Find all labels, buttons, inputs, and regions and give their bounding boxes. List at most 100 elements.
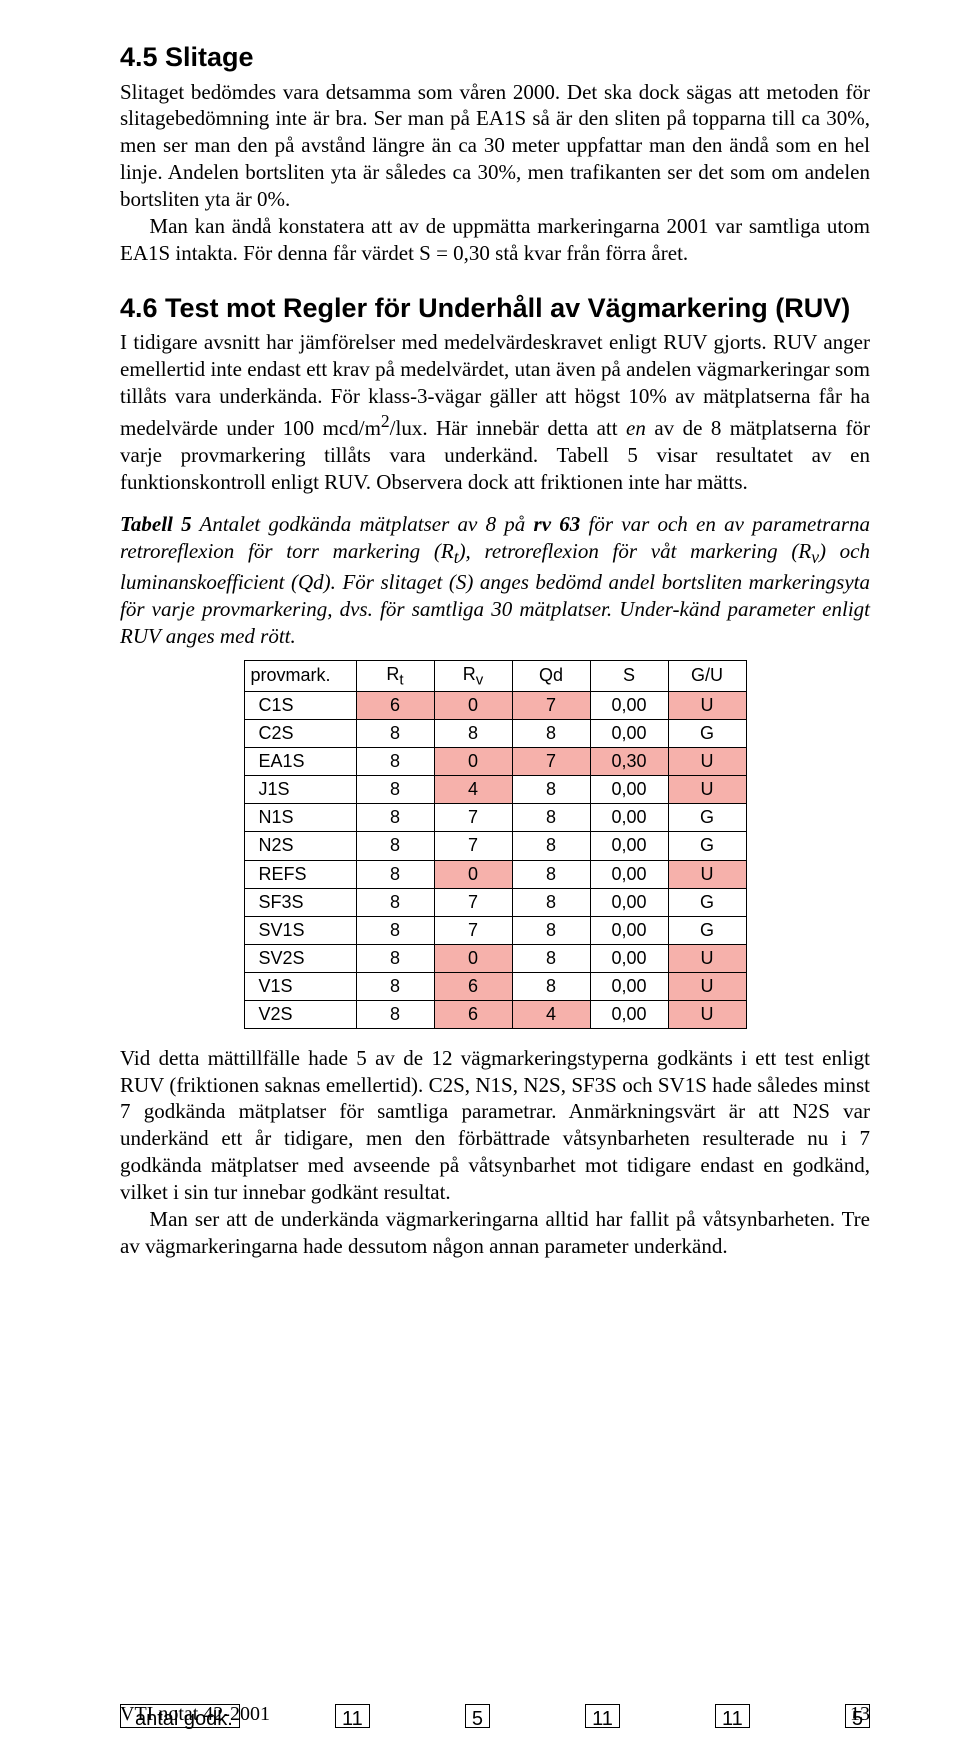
table5-caption-s3: ), retroreflexion för våt markering (R xyxy=(459,539,812,563)
table5-cell: EA1S xyxy=(244,748,356,776)
table5-header-cell: Qd xyxy=(512,660,590,692)
table5-cell: 8 xyxy=(512,972,590,1000)
table5-cell: V2S xyxy=(244,1000,356,1028)
table5-cell: SV2S xyxy=(244,944,356,972)
heading-4-6: 4.6 Test mot Regler för Underhåll av Väg… xyxy=(120,291,870,326)
table5-cell: U xyxy=(668,944,746,972)
table5-cell: 0,00 xyxy=(590,720,668,748)
table-row: SV2S8080,00U xyxy=(244,944,746,972)
table5-cell: 6 xyxy=(356,692,434,720)
table5-caption-head: Tabell 5 xyxy=(120,512,192,536)
table5-cell: 8 xyxy=(434,720,512,748)
table5-cell: 0,00 xyxy=(590,944,668,972)
table5-cell: U xyxy=(668,776,746,804)
para-4-5-2: Man kan ändå konstatera att av de uppmät… xyxy=(120,213,870,267)
table5-cell: 8 xyxy=(512,776,590,804)
table5-cell: 7 xyxy=(434,916,512,944)
table5-cell: 8 xyxy=(356,860,434,888)
table-row: J1S8480,00U xyxy=(244,776,746,804)
table-row: V1S8680,00U xyxy=(244,972,746,1000)
table5-cell: 7 xyxy=(512,692,590,720)
table5-caption-rv: rv 63 xyxy=(534,512,581,536)
table5-cell: N2S xyxy=(244,832,356,860)
table5-cell: 7 xyxy=(512,748,590,776)
para-4-6-1: I tidigare avsnitt har jämförelser med m… xyxy=(120,329,870,495)
table-row: REFS8080,00U xyxy=(244,860,746,888)
para-4-5-1: Slitaget bedömdes vara detsamma som våre… xyxy=(120,79,870,213)
table5-cell: 8 xyxy=(356,1000,434,1028)
table5-cell: G xyxy=(668,720,746,748)
table5-cell: 0,00 xyxy=(590,776,668,804)
table5-cell: G xyxy=(668,832,746,860)
table5-header-cell: G/U xyxy=(668,660,746,692)
page: 4.5 Slitage Slitaget bedömdes vara detsa… xyxy=(0,0,960,1758)
table5-caption-v: v xyxy=(811,548,819,568)
table5-cell: 8 xyxy=(512,944,590,972)
table5-cell: 0,00 xyxy=(590,832,668,860)
table5-cell: 0 xyxy=(434,748,512,776)
table5-cell: V1S xyxy=(244,972,356,1000)
table5-cell: 0,00 xyxy=(590,860,668,888)
para-4-6-1b: /lux. Här innebär detta att xyxy=(390,416,626,440)
table5-cell: 0,30 xyxy=(590,748,668,776)
table5-cell: 0,00 xyxy=(590,972,668,1000)
table5-cell: 8 xyxy=(356,916,434,944)
table-row: V2S8640,00U xyxy=(244,1000,746,1028)
footer-right: 13 xyxy=(850,1702,870,1728)
closing-para-2: Man ser att de underkända vägmarkeringar… xyxy=(120,1206,870,1260)
table5-cell: 6 xyxy=(434,972,512,1000)
table5-header-cell: Rt xyxy=(356,660,434,692)
table5-cell: 8 xyxy=(512,804,590,832)
para-4-6-exp: 2 xyxy=(381,411,390,431)
table-row: SF3S8780,00G xyxy=(244,888,746,916)
table5-cell: U xyxy=(668,692,746,720)
table5-cell: J1S xyxy=(244,776,356,804)
table5-cell: 7 xyxy=(434,888,512,916)
table5-cell: 6 xyxy=(434,1000,512,1028)
table5-cell: 8 xyxy=(356,720,434,748)
table5-cell: 8 xyxy=(356,804,434,832)
table5-header-cell: S xyxy=(590,660,668,692)
table5-cell: G xyxy=(668,888,746,916)
table5-header-cell: provmark. xyxy=(244,660,356,692)
table5-cell: 0,00 xyxy=(590,1000,668,1028)
table-row: C1S6070,00U xyxy=(244,692,746,720)
table5-cell: 7 xyxy=(434,804,512,832)
page-footer: VTI notat 42-2001 13 xyxy=(120,1702,870,1728)
table5: provmark.RtRvQdSG/UC1S6070,00UC2S8880,00… xyxy=(244,660,747,1029)
table5-cell: 8 xyxy=(512,720,590,748)
table5-cell: SF3S xyxy=(244,888,356,916)
table5-cell: 0 xyxy=(434,860,512,888)
table5-cell: 8 xyxy=(512,916,590,944)
table5-cell: 8 xyxy=(356,776,434,804)
table5-cell: 8 xyxy=(512,832,590,860)
table5-cell: 8 xyxy=(356,944,434,972)
table5-cell: SV1S xyxy=(244,916,356,944)
table5-cell: 8 xyxy=(356,832,434,860)
table5-cell: U xyxy=(668,1000,746,1028)
table-row: EA1S8070,30U xyxy=(244,748,746,776)
closing-para-1: Vid detta mättillfälle hade 5 av de 12 v… xyxy=(120,1045,870,1206)
table5-cell: G xyxy=(668,916,746,944)
table5-cell: 0,00 xyxy=(590,692,668,720)
table5-cell: 8 xyxy=(356,748,434,776)
table5-cell: 0 xyxy=(434,692,512,720)
table5-cell: 8 xyxy=(356,888,434,916)
table5-cell: U xyxy=(668,972,746,1000)
table-row: N1S8780,00G xyxy=(244,804,746,832)
table-row: SV1S8780,00G xyxy=(244,916,746,944)
table5-cell: 8 xyxy=(356,972,434,1000)
table5-cell: U xyxy=(668,860,746,888)
table-row: N2S8780,00G xyxy=(244,832,746,860)
table5-header-cell: Rv xyxy=(434,660,512,692)
table5-cell: C2S xyxy=(244,720,356,748)
footer-left: VTI notat 42-2001 xyxy=(120,1702,270,1728)
table5-cell: 0,00 xyxy=(590,804,668,832)
table5-cell: 0,00 xyxy=(590,916,668,944)
table5-cell: 8 xyxy=(512,888,590,916)
table5-cell: U xyxy=(668,748,746,776)
table5-cell: 0,00 xyxy=(590,888,668,916)
table5-cell: 4 xyxy=(512,1000,590,1028)
table5-cell: 8 xyxy=(512,860,590,888)
table5-cell: 7 xyxy=(434,832,512,860)
